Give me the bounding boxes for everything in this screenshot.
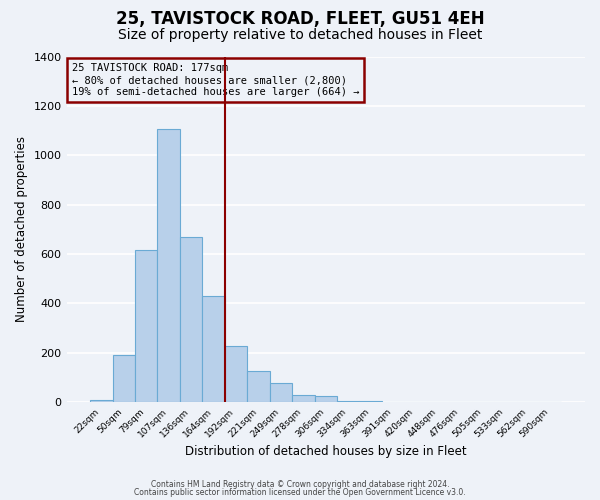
Bar	[113, 355, 135, 402]
Bar	[269, 384, 292, 402]
Bar	[180, 236, 202, 402]
Bar	[202, 296, 225, 402]
Text: Contains HM Land Registry data © Crown copyright and database right 2024.: Contains HM Land Registry data © Crown c…	[151, 480, 449, 489]
X-axis label: Distribution of detached houses by size in Fleet: Distribution of detached houses by size …	[185, 444, 467, 458]
Y-axis label: Number of detached properties: Number of detached properties	[15, 136, 28, 322]
Bar	[90, 400, 113, 402]
Text: 25 TAVISTOCK ROAD: 177sqm
← 80% of detached houses are smaller (2,800)
19% of se: 25 TAVISTOCK ROAD: 177sqm ← 80% of detac…	[72, 64, 359, 96]
Bar	[292, 394, 314, 402]
Bar	[314, 396, 337, 402]
Bar	[225, 346, 247, 402]
Bar	[157, 130, 180, 402]
Text: 25, TAVISTOCK ROAD, FLEET, GU51 4EH: 25, TAVISTOCK ROAD, FLEET, GU51 4EH	[116, 10, 484, 28]
Text: Size of property relative to detached houses in Fleet: Size of property relative to detached ho…	[118, 28, 482, 42]
Bar	[135, 250, 157, 402]
Text: Contains public sector information licensed under the Open Government Licence v3: Contains public sector information licen…	[134, 488, 466, 497]
Bar	[247, 371, 269, 402]
Bar	[337, 401, 359, 402]
